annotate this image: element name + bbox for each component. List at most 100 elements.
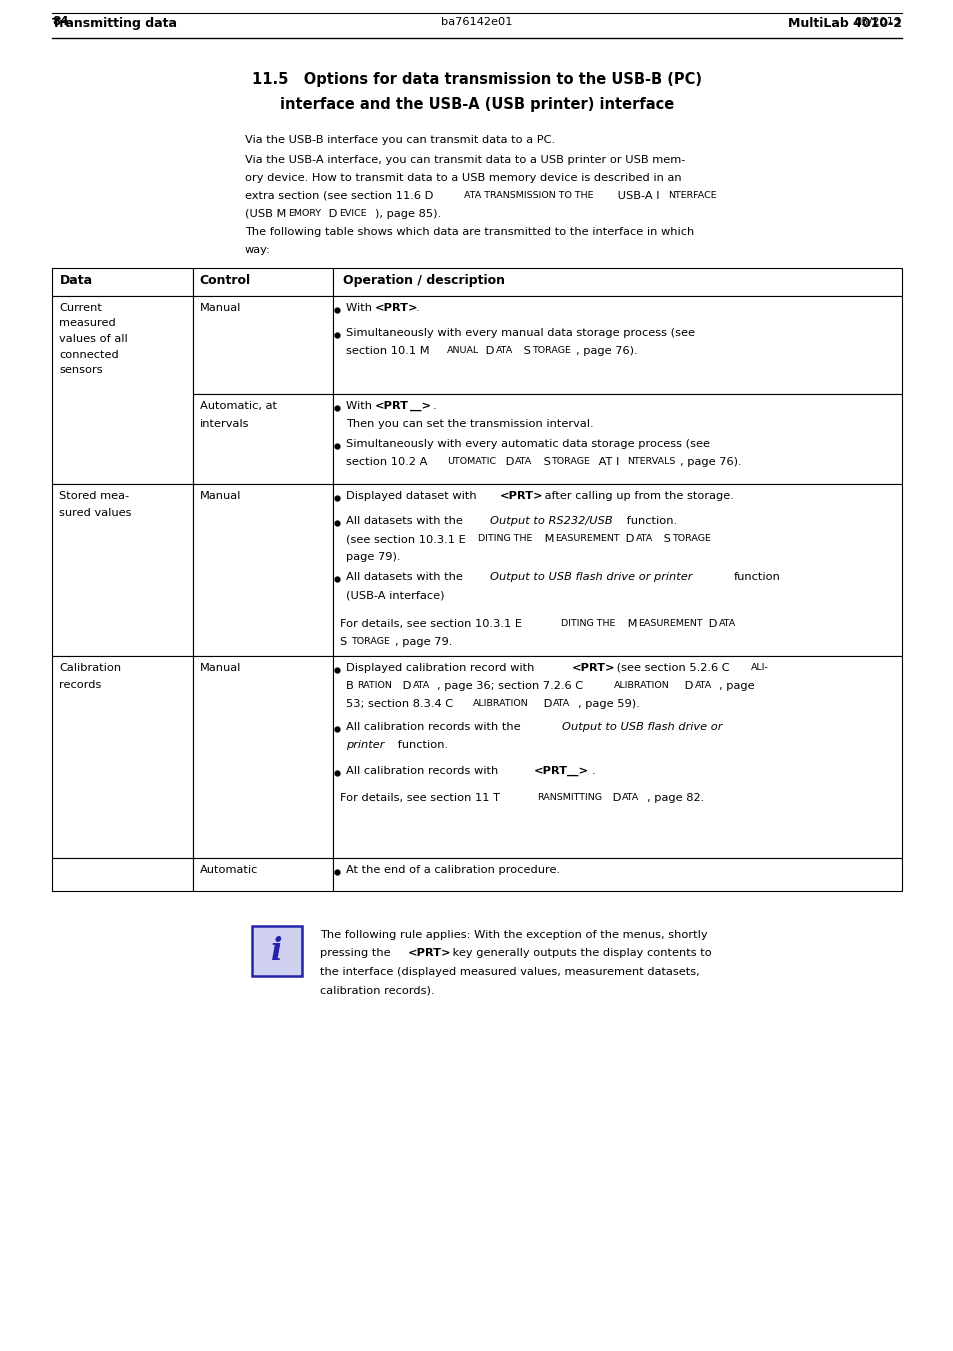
Text: Transmitting data: Transmitting data [52,18,177,30]
Text: pressing the: pressing the [319,948,394,958]
Text: way:: way: [245,245,271,255]
Text: For details, see section 11 T: For details, see section 11 T [339,793,499,802]
Text: key generally outputs the display contents to: key generally outputs the display conten… [448,948,711,958]
Text: Simultaneously with every automatic data storage process (see: Simultaneously with every automatic data… [345,439,709,449]
Bar [52,657,193,858]
Text: D: D [704,619,717,630]
Text: .: . [433,401,436,411]
Bar [52,267,193,296]
Text: Output to USB flash drive or: Output to USB flash drive or [561,721,721,732]
Bar [333,657,901,858]
Text: S: S [339,638,347,647]
Text: , page 76).: , page 76). [679,457,740,467]
Text: At the end of a calibration procedure.: At the end of a calibration procedure. [345,865,559,875]
Text: interface and the USB-A (USB printer) interface: interface and the USB-A (USB printer) in… [279,97,674,112]
Text: ATA: ATA [718,619,735,628]
Text: With: With [345,303,375,313]
Text: function.: function. [394,740,447,750]
Text: Automatic: Automatic [199,865,257,875]
Text: .: . [592,766,596,775]
Text: DITING THE: DITING THE [560,619,615,628]
Text: Output to USB flash drive or printer: Output to USB flash drive or printer [489,571,691,582]
Bar [52,296,193,484]
Text: Displayed calibration record with: Displayed calibration record with [345,663,537,673]
Text: (USB M: (USB M [245,209,286,219]
Text: the interface (displayed measured values, measurement datasets,: the interface (displayed measured values… [319,967,699,977]
Bar [193,858,333,892]
Text: calibration records).: calibration records). [319,985,434,996]
Text: <PRT>: <PRT> [407,948,451,958]
Text: EVICE: EVICE [338,209,366,218]
Text: (see section 5.2.6 C: (see section 5.2.6 C [613,663,729,673]
Text: , page 36; section 7.2.6 C: , page 36; section 7.2.6 C [436,681,582,690]
Text: EMORY: EMORY [288,209,321,218]
Text: AT I: AT I [595,457,618,467]
Text: ATA: ATA [496,346,513,355]
Bar [333,394,901,484]
Text: ALIBRATION: ALIBRATION [472,698,528,708]
Bar [193,657,333,858]
Text: Then you can set the transmission interval.: Then you can set the transmission interv… [345,419,593,430]
Text: after calling up from the storage.: after calling up from the storage. [540,490,733,501]
Text: D: D [398,681,411,690]
Text: TORAGE: TORAGE [671,534,710,543]
Text: ATA: ATA [413,681,430,690]
Text: Manual: Manual [199,490,241,501]
Text: The following table shows which data are transmitted to the interface in which: The following table shows which data are… [245,227,694,236]
Text: All calibration records with: All calibration records with [345,766,501,775]
Text: D: D [608,793,620,802]
Text: intervals: intervals [199,419,249,428]
Bar [333,267,901,296]
Text: D: D [680,681,693,690]
Text: <PRT>: <PRT> [375,303,418,313]
Text: <PRT__>: <PRT__> [534,766,589,777]
Text: __>: __> [409,401,431,411]
Text: (USB-A interface): (USB-A interface) [345,590,444,600]
Text: values of all: values of all [59,334,128,345]
Text: 84: 84 [52,15,69,28]
Text: ANUAL: ANUAL [447,346,479,355]
Text: Data: Data [59,274,92,286]
Text: The following rule applies: With the exception of the menus, shortly: The following rule applies: With the exc… [319,929,707,940]
Text: printer: printer [345,740,384,750]
Text: Simultaneously with every manual data storage process (see: Simultaneously with every manual data st… [345,328,694,338]
Text: NTERFACE: NTERFACE [667,190,716,200]
Text: section 10.2 A: section 10.2 A [345,457,427,467]
Text: ba76142e01: ba76142e01 [441,18,512,27]
Text: page 79).: page 79). [345,553,399,562]
Text: , page 79.: , page 79. [395,638,452,647]
Text: S: S [659,534,670,544]
Text: , page 59).: , page 59). [578,698,639,709]
Text: RANSMITTING: RANSMITTING [537,793,601,802]
Text: , page: , page [719,681,754,690]
Text: RATION: RATION [356,681,392,690]
Text: Manual: Manual [199,303,241,313]
Bar [333,296,901,394]
Bar [193,267,333,296]
Text: measured: measured [59,319,116,328]
Bar [193,394,333,484]
Text: With: With [345,401,375,411]
Text: Via the USB-B interface you can transmit data to a PC.: Via the USB-B interface you can transmit… [245,135,555,145]
Text: section 10.1 M: section 10.1 M [345,346,429,357]
Text: ory device. How to transmit data to a USB memory device is described in an: ory device. How to transmit data to a US… [245,173,680,182]
Text: Control: Control [199,274,251,286]
Text: EASUREMENT: EASUREMENT [637,619,701,628]
Text: NTERVALS: NTERVALS [626,457,675,466]
Text: ATA: ATA [694,681,711,690]
Bar [52,858,193,892]
Text: 53; section 8.3.4 C: 53; section 8.3.4 C [345,698,453,709]
Text: i: i [271,935,282,966]
Text: ATA: ATA [635,534,652,543]
Text: <PRT>: <PRT> [572,663,615,673]
Text: 11.5   Options for data transmission to the USB-B (PC): 11.5 Options for data transmission to th… [252,72,701,86]
Text: ATA: ATA [515,457,532,466]
Text: TORAGE: TORAGE [531,346,570,355]
Text: ALIBRATION: ALIBRATION [614,681,669,690]
Text: Stored mea-: Stored mea- [59,490,130,501]
Text: M: M [623,619,637,630]
Text: D: D [621,534,634,544]
Text: , page 76).: , page 76). [575,346,637,357]
Text: MultiLab 4010-2: MultiLab 4010-2 [787,18,901,30]
Text: , page 82.: , page 82. [646,793,703,802]
